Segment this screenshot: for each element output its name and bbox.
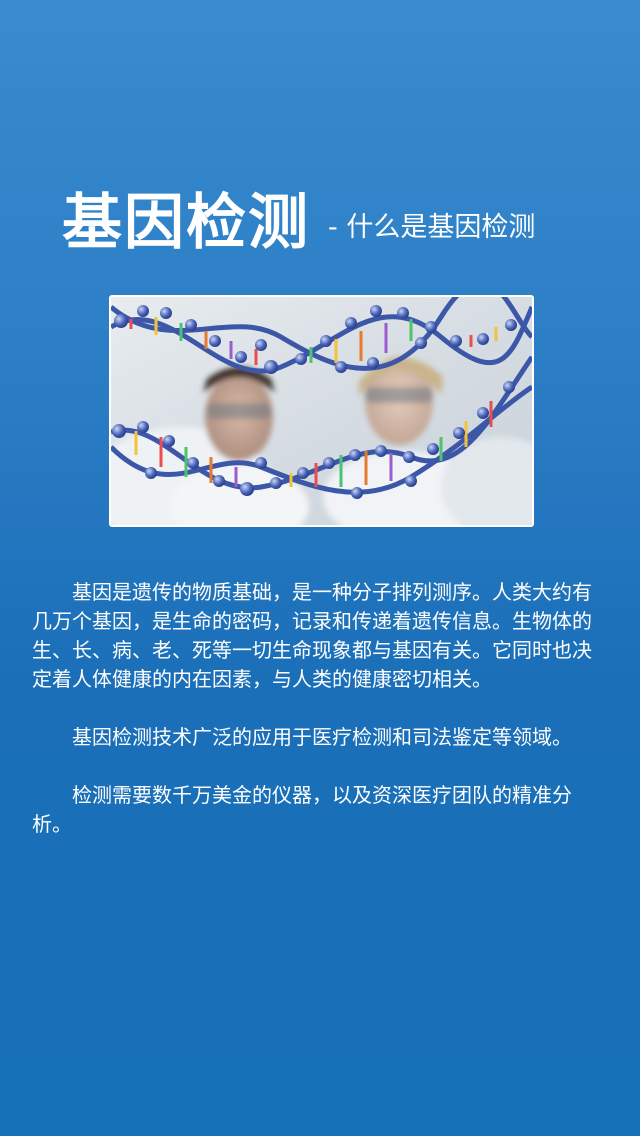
page-title: 基因检测 [62,188,310,258]
hero-image [109,295,534,527]
dna-helix-researchers-image [111,297,532,525]
paragraph-applications: 基因检测技术广泛的应用于医疗检测和司法鉴定等领域。 [72,725,572,749]
page-header: 基因检测 - 什么是基因检测 [62,178,622,258]
article-body: 基因是遗传的物质基础，是一种分子排列测序。人类大约有几万个基因，是生命的密码，记… [32,578,608,868]
paragraph-gene-basics: 基因是遗传的物质基础，是一种分子排列测序。人类大约有几万个基因，是生命的密码，记… [32,580,592,691]
page-subtitle: - 什么是基因检测 [328,212,536,243]
paragraph-equipment: 检测需要数千万美金的仪器，以及资深医疗团队的精准分析。 [32,783,572,836]
